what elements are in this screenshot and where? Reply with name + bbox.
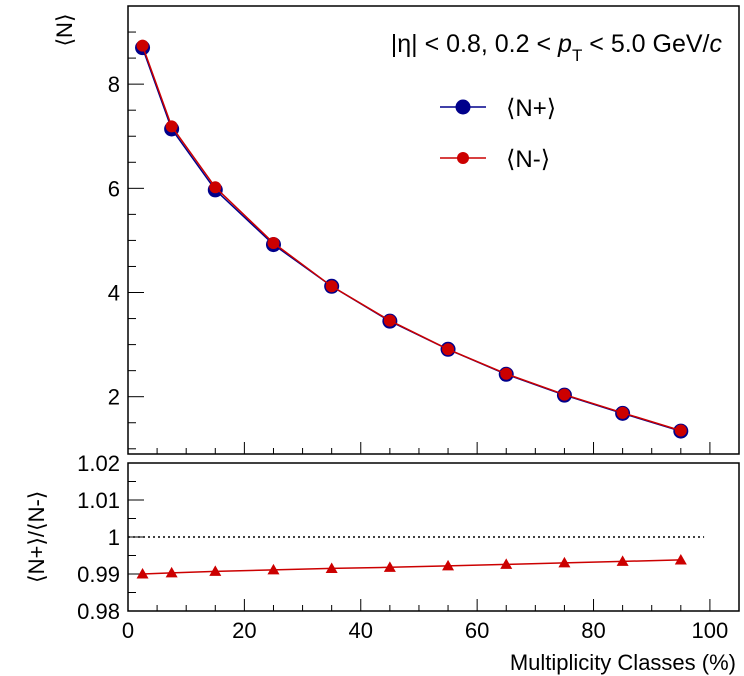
top-y-axis-title: ⟨N⟩ (52, 13, 77, 46)
ratio-data-point (616, 555, 629, 566)
ratio-data-point (383, 561, 396, 572)
top-plot-frame (127, 5, 740, 455)
bottom-panel: 0 20 40 60 80 100 0.98 0.99 1 1.01 1.02 ⟨N+⟩/⟨N-⟩… (24, 451, 740, 675)
ratio-data-point (674, 553, 687, 565)
kinematic-cuts-annotation: |η| < 0.8, 0.2 < pT < 5.0 GeV/c (391, 30, 723, 65)
data-point-n-minus (325, 280, 338, 293)
bottom-series (136, 553, 687, 579)
top-series (135, 39, 689, 439)
bottom-y-tick-label: 1.02 (77, 451, 120, 476)
bottom-x-tick-label: 20 (232, 618, 256, 643)
top-y-tick-label: 6 (108, 176, 120, 201)
ratio-series-line (142, 559, 681, 575)
top-x-ticks (127, 442, 711, 454)
bottom-y-tick-label: 1 (108, 525, 120, 550)
ratio-data-point (558, 556, 571, 568)
data-point-n-minus (674, 424, 687, 437)
top-y-tick-label: 8 (108, 72, 120, 97)
cuts-pt-var: p (557, 30, 572, 58)
bottom-x-tick-label: 60 (465, 618, 489, 643)
data-point-n-minus (209, 181, 222, 194)
top-panel: 2 4 6 8 ⟨N⟩ |η| < 0.8, 0.2 < pT < 5.0 GeV/c… (52, 5, 740, 455)
series-line-n-minus (141, 45, 682, 432)
top-y-ticks: 2 4 6 8 (108, 31, 144, 450)
legend-marker-n-plus (455, 99, 471, 115)
data-point-n-minus (442, 343, 455, 356)
cuts-unit: c (710, 30, 723, 58)
legend-entry-n-minus: ⟨N-⟩ (440, 146, 550, 173)
legend-label-n-minus: ⟨N-⟩ (506, 146, 550, 173)
legend-entry-n-plus: ⟨N+⟩ (440, 95, 556, 122)
data-point-n-minus (136, 39, 149, 52)
data-point-n-minus (500, 367, 513, 380)
bottom-y-tick-label: 0.98 (77, 599, 120, 624)
ratio-data-point (209, 565, 222, 576)
bottom-x-tick-label: 40 (349, 618, 373, 643)
ratio-data-point (500, 558, 513, 569)
data-point-n-minus (558, 388, 571, 401)
data-point-n-minus (616, 406, 629, 419)
ratio-data-point (165, 566, 178, 578)
bottom-y-ticks: 0.98 0.99 1 1.01 1.02 (77, 451, 144, 624)
ratio-data-point (442, 559, 455, 571)
series-line-n-plus (141, 47, 682, 432)
legend-marker-n-minus (457, 152, 469, 164)
cuts-suffix: < 5.0 GeV/ (582, 30, 709, 58)
bottom-y-axis-title: ⟨N+⟩/⟨N-⟩ (24, 491, 49, 583)
bottom-y-tick-label: 0.99 (77, 562, 120, 587)
bottom-x-ticks: 0 20 40 60 80 100 (122, 599, 728, 643)
ratio-data-point (136, 568, 149, 579)
ratio-data-point (325, 562, 338, 573)
top-y-tick-label: 2 (108, 385, 120, 410)
data-point-n-minus (267, 237, 280, 250)
bottom-x-axis-title: Multiplicity Classes (%) (510, 650, 736, 675)
top-y-tick-label: 4 (108, 281, 120, 306)
legend-label-n-plus: ⟨N+⟩ (506, 95, 556, 122)
bottom-x-tick-label: 80 (581, 618, 605, 643)
data-point-n-minus (383, 314, 396, 327)
data-point-n-minus (165, 120, 178, 133)
bottom-y-tick-label: 1.01 (77, 488, 120, 513)
bottom-x-tick-label: 100 (692, 618, 729, 643)
cuts-pt-sub: T (572, 46, 582, 65)
bottom-x-tick-label: 0 (122, 618, 134, 643)
cuts-prefix: |η| < 0.8, 0.2 < (391, 30, 558, 58)
legend: ⟨N+⟩ ⟨N-⟩ (440, 95, 556, 173)
ratio-data-point (267, 563, 280, 575)
